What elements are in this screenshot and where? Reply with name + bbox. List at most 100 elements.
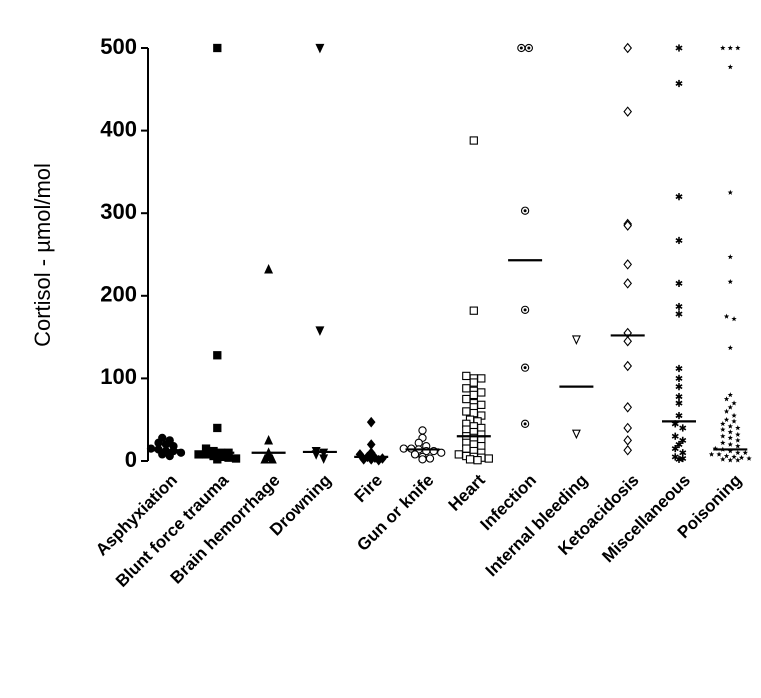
point [520, 363, 530, 372]
marker [738, 454, 745, 460]
marker [675, 311, 683, 317]
point [675, 364, 683, 373]
point [723, 453, 730, 459]
point [671, 445, 679, 453]
marker [158, 450, 167, 459]
marker [679, 450, 687, 456]
x-tick-label: Heart [445, 470, 489, 514]
marker [213, 455, 222, 464]
marker [727, 404, 733, 410]
point [675, 440, 683, 449]
point [623, 259, 633, 270]
marker [623, 259, 633, 270]
marker [731, 418, 737, 424]
marker [315, 43, 325, 54]
point [623, 278, 633, 289]
marker [224, 453, 233, 462]
marker [731, 316, 737, 322]
point [720, 433, 726, 439]
marker [425, 454, 435, 463]
point [675, 279, 683, 288]
marker [473, 456, 482, 465]
marker [735, 425, 741, 431]
point [366, 416, 376, 428]
marker [720, 421, 726, 427]
marker [319, 454, 329, 464]
point [716, 451, 722, 457]
point [469, 136, 478, 145]
point [477, 388, 486, 397]
marker [735, 431, 741, 437]
marker [679, 437, 687, 443]
point [571, 335, 581, 345]
marker [260, 453, 270, 464]
marker [462, 371, 471, 381]
marker [723, 313, 730, 319]
marker [675, 400, 683, 406]
y-tick-label: 100 [100, 364, 137, 389]
point [623, 435, 633, 446]
point [264, 434, 274, 445]
marker [418, 426, 427, 435]
marker [720, 45, 726, 51]
point [454, 450, 463, 459]
marker [462, 384, 471, 393]
marker [723, 453, 730, 459]
marker [454, 450, 463, 459]
marker [675, 280, 683, 286]
marker [720, 440, 726, 446]
point [735, 437, 741, 443]
point [720, 426, 726, 432]
point [727, 254, 733, 260]
point [374, 454, 384, 466]
marker [410, 450, 420, 459]
marker [735, 443, 741, 449]
point [675, 383, 683, 391]
point [158, 450, 167, 459]
point [735, 457, 741, 463]
point [623, 220, 633, 231]
point [720, 440, 726, 446]
point [571, 429, 581, 440]
point [727, 45, 733, 51]
marker [720, 456, 726, 462]
marker [727, 64, 733, 70]
point [437, 448, 446, 457]
point [524, 43, 533, 53]
point [727, 435, 733, 441]
marker [469, 378, 478, 387]
point [675, 302, 683, 311]
point [484, 454, 493, 463]
marker [374, 454, 384, 466]
marker [727, 254, 733, 260]
y-axis-label: Cortisol - µmol/mol [30, 163, 55, 347]
point [315, 326, 325, 336]
point [735, 443, 741, 449]
marker [675, 304, 683, 310]
marker [267, 453, 277, 464]
marker [462, 394, 471, 404]
marker [523, 209, 527, 213]
marker [469, 390, 478, 400]
point [731, 418, 737, 424]
marker [679, 425, 687, 431]
point [623, 402, 633, 413]
point [623, 444, 633, 456]
marker [213, 43, 222, 53]
marker [723, 396, 730, 402]
point [735, 431, 741, 437]
point [723, 396, 730, 402]
marker [527, 46, 531, 50]
marker [727, 435, 733, 441]
point [727, 423, 733, 429]
point [469, 378, 478, 387]
point [727, 441, 733, 447]
y-tick-label: 200 [100, 282, 137, 307]
point [165, 451, 174, 461]
point [418, 426, 427, 435]
point [675, 392, 683, 401]
marker [671, 421, 679, 427]
point [675, 79, 683, 88]
point [469, 390, 478, 400]
point [723, 313, 730, 319]
